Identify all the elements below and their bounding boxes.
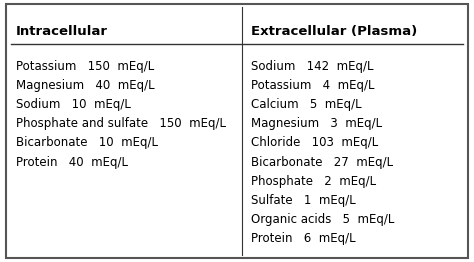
Text: Sodium   10  mEq/L: Sodium 10 mEq/L <box>16 98 130 111</box>
Text: Protein   40  mEq/L: Protein 40 mEq/L <box>16 156 128 169</box>
Text: Calcium   5  mEq/L: Calcium 5 mEq/L <box>251 98 362 111</box>
Text: Magnesium   40  mEq/L: Magnesium 40 mEq/L <box>16 79 154 92</box>
Text: Protein   6  mEq/L: Protein 6 mEq/L <box>251 232 356 245</box>
Text: Extracellular (Plasma): Extracellular (Plasma) <box>251 25 418 38</box>
Text: Organic acids   5  mEq/L: Organic acids 5 mEq/L <box>251 213 394 226</box>
FancyBboxPatch shape <box>6 4 468 258</box>
Text: Phosphate and sulfate   150  mEq/L: Phosphate and sulfate 150 mEq/L <box>16 117 226 130</box>
Text: Bicarbonate   10  mEq/L: Bicarbonate 10 mEq/L <box>16 137 157 149</box>
Text: Chloride   103  mEq/L: Chloride 103 mEq/L <box>251 137 378 149</box>
Text: Phosphate   2  mEq/L: Phosphate 2 mEq/L <box>251 175 376 188</box>
Text: Potassium   4  mEq/L: Potassium 4 mEq/L <box>251 79 374 92</box>
Text: Sulfate   1  mEq/L: Sulfate 1 mEq/L <box>251 194 356 207</box>
Text: Magnesium   3  mEq/L: Magnesium 3 mEq/L <box>251 117 382 130</box>
Text: Bicarbonate   27  mEq/L: Bicarbonate 27 mEq/L <box>251 156 393 169</box>
Text: Potassium   150  mEq/L: Potassium 150 mEq/L <box>16 60 154 73</box>
Text: Sodium   142  mEq/L: Sodium 142 mEq/L <box>251 60 374 73</box>
Text: Intracellular: Intracellular <box>16 25 108 38</box>
